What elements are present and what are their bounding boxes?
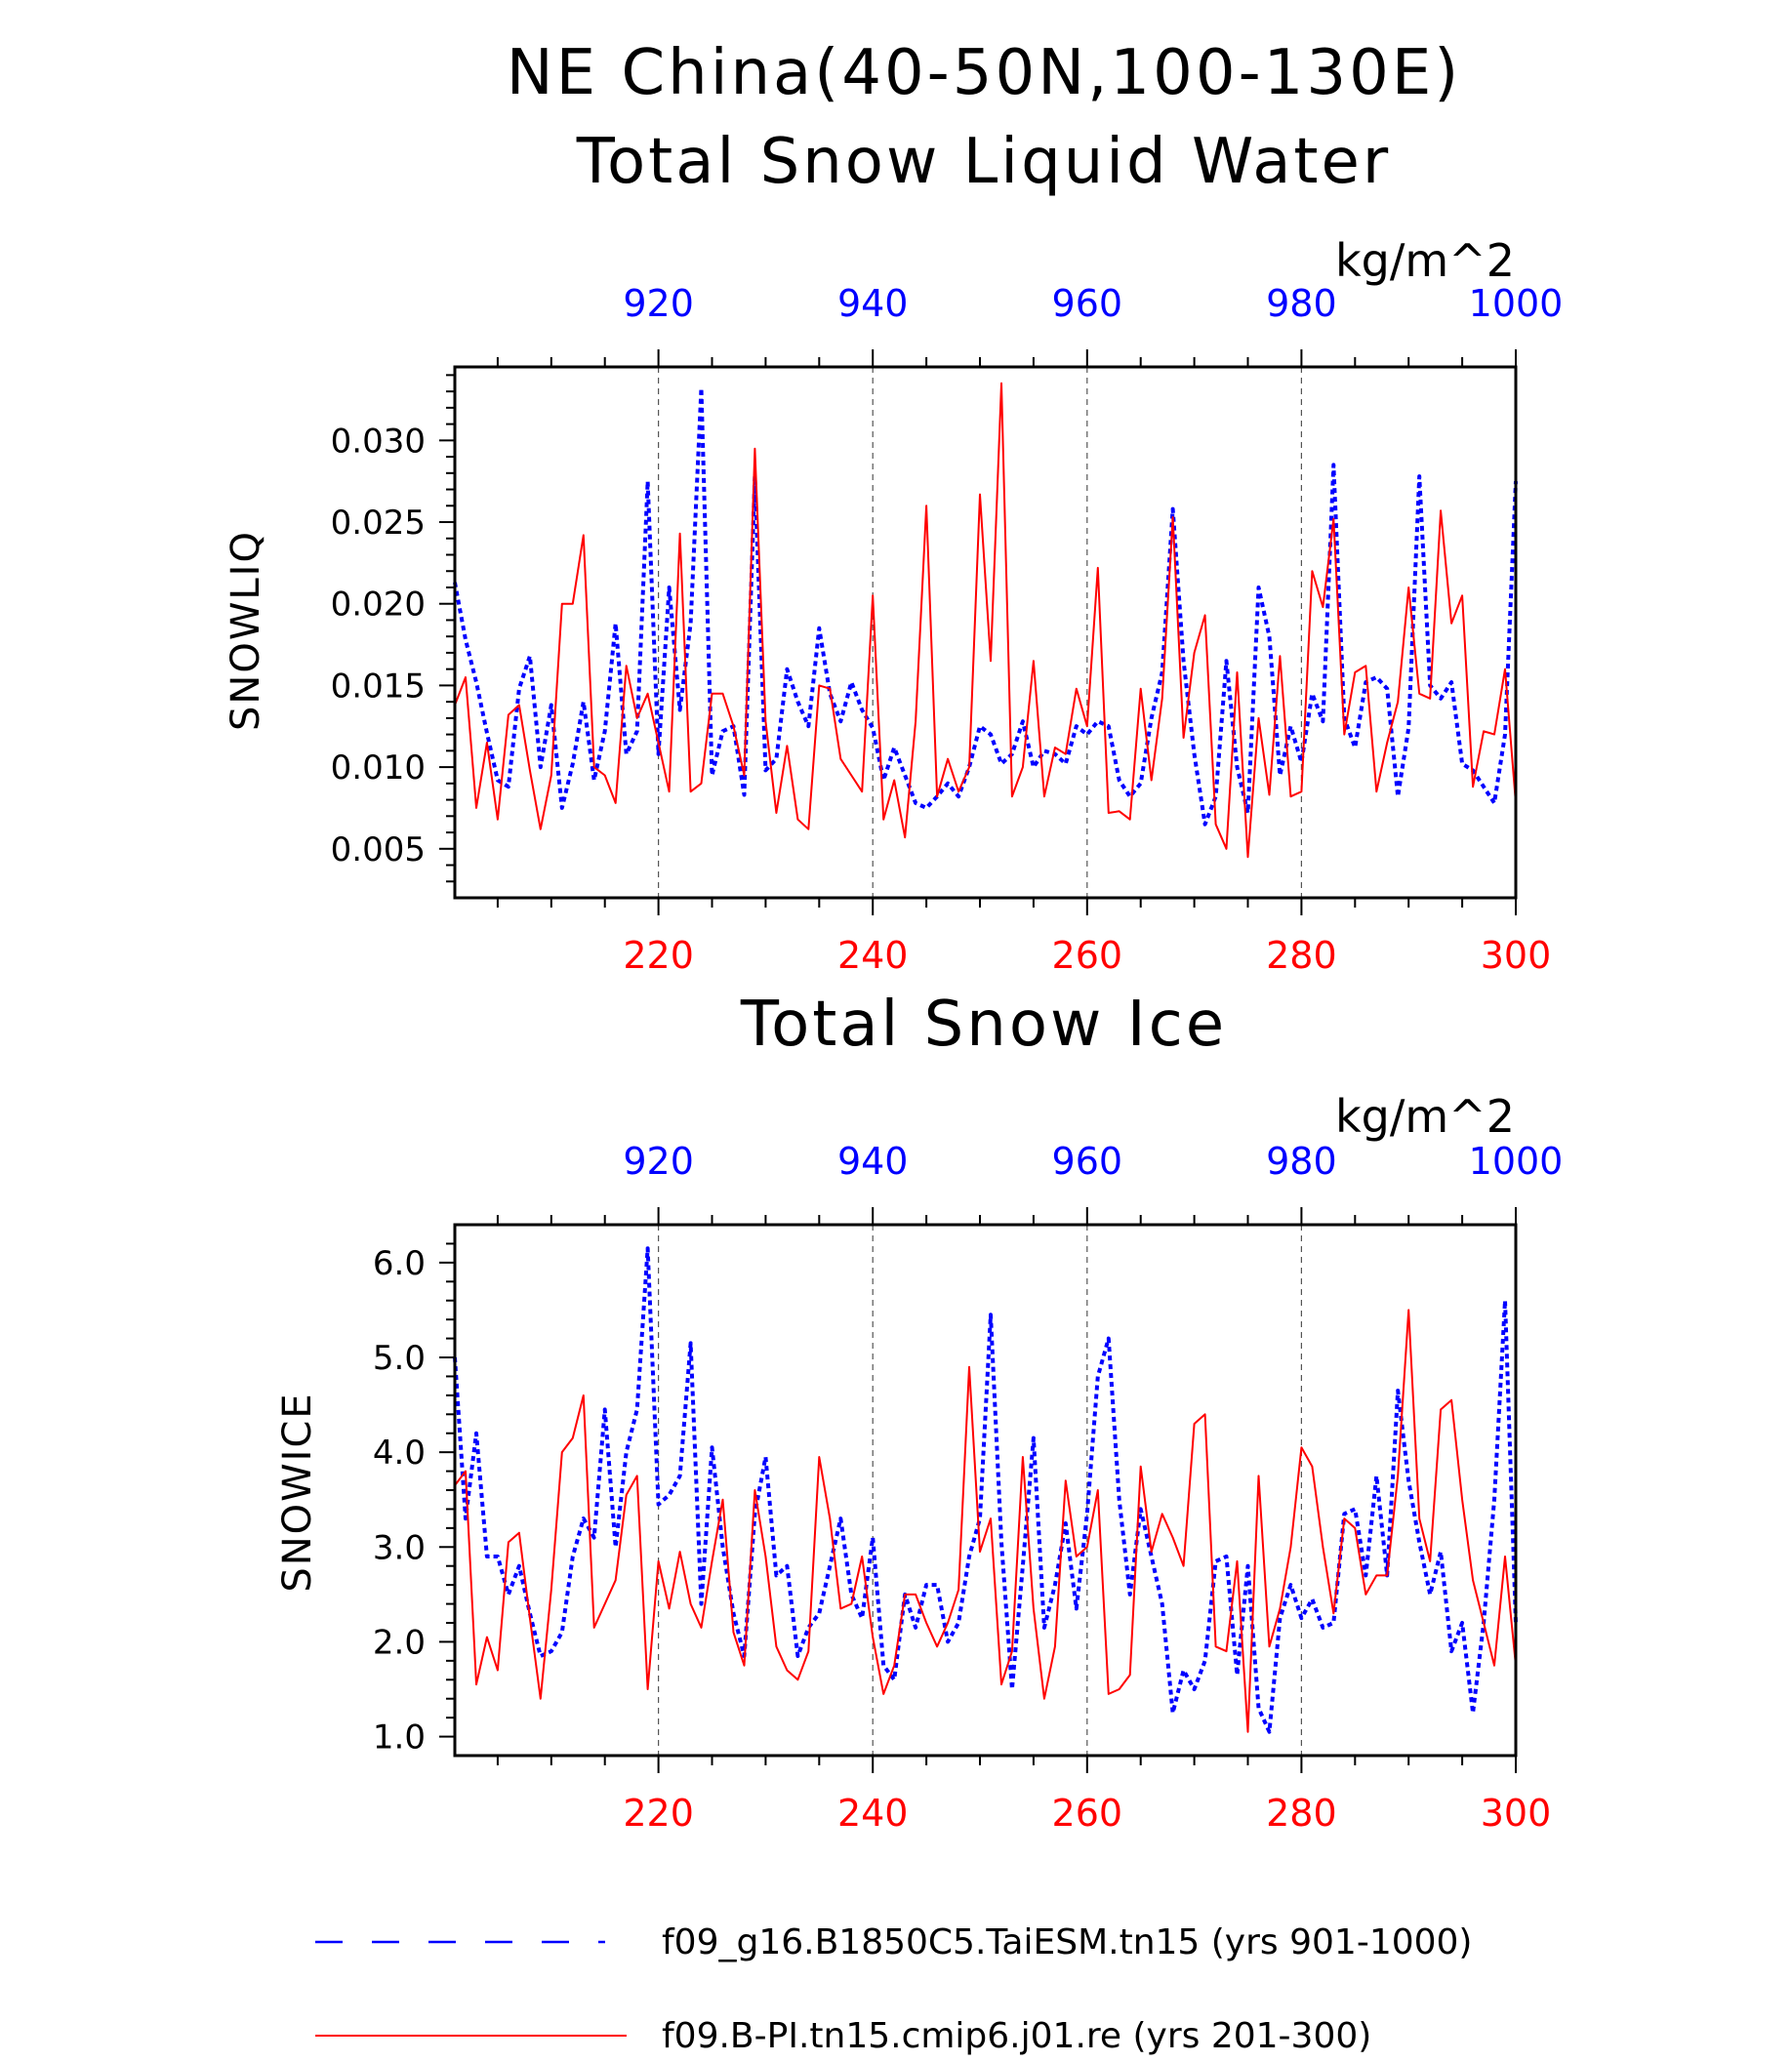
x-top-tick-label: 920 (623, 1140, 694, 1183)
x-top-tick-label: 940 (837, 1140, 909, 1183)
x-bottom-tick-label: 280 (1266, 934, 1337, 977)
x-bottom-tick-label: 220 (623, 1792, 694, 1835)
y-tick-label: 3.0 (373, 1528, 426, 1567)
y-tick-label: 0.025 (331, 504, 426, 543)
series-line-cmip6 (454, 1309, 1517, 1733)
x-top-tick-label: 980 (1266, 1140, 1337, 1183)
x-top-tick-label: 920 (623, 282, 694, 325)
x-top-tick-label: 960 (1052, 282, 1123, 325)
y-tick-label: 0.005 (331, 830, 426, 869)
y-tick-label: 0.020 (331, 586, 426, 625)
plot-frame (453, 1223, 1518, 1758)
y-tick-label: 1.0 (373, 1718, 426, 1758)
panel-snowliq: Total Snow Liquid Water kg/m^2 SNOWLIQ 0… (224, 126, 1563, 977)
x-top-tick-label: 960 (1052, 1140, 1123, 1183)
y-axis-label: SNOWICE (275, 1392, 320, 1592)
y-tick-label: 0.010 (331, 748, 426, 788)
x-bottom-tick-label: 220 (623, 934, 694, 977)
y-tick-label: 0.030 (331, 422, 426, 461)
panel-snowice: Total Snow Ice kg/m^2 SNOWICE 1.0 2.0 3.0 4… (275, 989, 1563, 1835)
legend: f09_g16.B1850C5.TaiESM.tn15 (yrs 901-100… (315, 1922, 1472, 2056)
y-tick-label: 0.015 (331, 667, 426, 706)
x-top-tick-label: 1000 (1469, 1140, 1564, 1183)
x-bottom-tick-label: 260 (1052, 1792, 1123, 1835)
x-top-tick-label: 940 (837, 282, 909, 325)
y-axis-label: SNOWLIQ (224, 530, 268, 731)
plot-frame (453, 365, 1518, 900)
units-label: kg/m^2 (1335, 234, 1515, 287)
y-tick-label: 5.0 (373, 1339, 426, 1378)
y-tick-label: 2.0 (373, 1623, 426, 1662)
x-bottom-tick-label: 260 (1052, 934, 1123, 977)
y-tick-label: 4.0 (373, 1434, 426, 1473)
x-bottom-tick-label: 240 (837, 934, 909, 977)
series-line-taiesm (453, 1246, 1518, 1734)
panel-title: Total Snow Ice (740, 989, 1227, 1061)
y-tick-label: 6.0 (373, 1244, 426, 1283)
units-label: kg/m^2 (1335, 1090, 1515, 1143)
x-top-tick-label: 1000 (1469, 282, 1564, 325)
legend-label: f09.B-PI.tn15.cmip6.j01.re (yrs 201-300) (662, 2016, 1371, 2056)
x-bottom-tick-label: 240 (837, 1792, 909, 1835)
panel-title: Total Snow Liquid Water (576, 126, 1391, 198)
legend-label: f09_g16.B1850C5.TaiESM.tn15 (yrs 901-100… (662, 1922, 1472, 1962)
x-top-tick-label: 980 (1266, 282, 1337, 325)
series-line-taiesm (453, 385, 1518, 827)
x-bottom-tick-label: 300 (1481, 1792, 1552, 1835)
x-bottom-tick-label: 300 (1481, 934, 1552, 977)
series-line-cmip6 (454, 382, 1517, 859)
x-bottom-tick-label: 280 (1266, 1792, 1337, 1835)
figure-title: NE China(40-50N,100-130E) (507, 37, 1461, 109)
